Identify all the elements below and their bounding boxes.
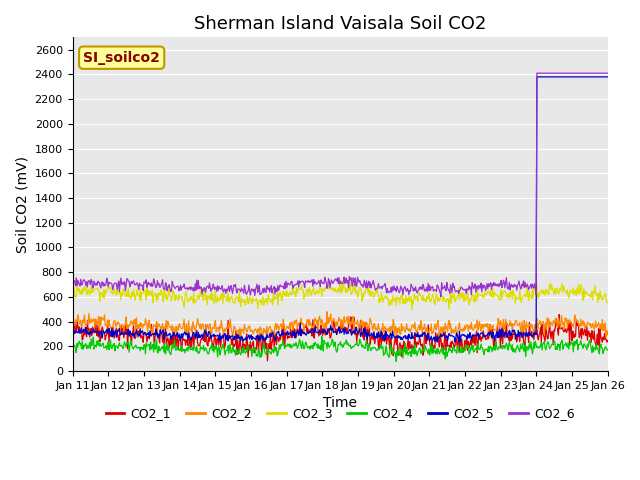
CO2_6 — [133, 280, 141, 286]
CO2_5 — [188, 336, 195, 341]
X-axis label: Time: Time — [323, 396, 357, 410]
CO2_5 — [68, 328, 76, 334]
CO2_3 — [78, 285, 86, 291]
CO2_4 — [318, 334, 326, 339]
CO2_6 — [78, 282, 86, 288]
CO2_3 — [188, 294, 195, 300]
CO2_3 — [408, 307, 416, 312]
CO2_5 — [216, 331, 224, 336]
CO2_1 — [78, 337, 86, 343]
CO2_6 — [533, 70, 541, 76]
CO2_5 — [78, 329, 86, 335]
CO2_1 — [68, 326, 76, 332]
CO2_2 — [68, 320, 76, 325]
CO2_4 — [68, 342, 76, 348]
CO2_2 — [422, 329, 430, 335]
CO2_5 — [533, 74, 541, 80]
CO2_2 — [188, 324, 195, 329]
CO2_1 — [188, 344, 195, 350]
Line: CO2_4: CO2_4 — [72, 336, 607, 361]
Y-axis label: Soil CO2 (mV): Soil CO2 (mV) — [15, 156, 29, 253]
CO2_6 — [420, 288, 428, 294]
CO2_2 — [604, 332, 611, 337]
CO2_4 — [133, 346, 141, 351]
CO2_2 — [78, 322, 86, 328]
CO2_1 — [556, 312, 563, 317]
CO2_6 — [437, 294, 445, 300]
CO2_4 — [604, 347, 611, 353]
CO2_4 — [188, 347, 195, 352]
CO2_3 — [216, 297, 224, 303]
Text: SI_soilco2: SI_soilco2 — [83, 51, 160, 65]
CO2_1 — [421, 330, 429, 336]
CO2_1 — [604, 337, 611, 343]
CO2_2 — [237, 335, 244, 341]
CO2_6 — [188, 284, 195, 290]
CO2_5 — [604, 74, 611, 80]
CO2_5 — [451, 339, 459, 345]
CO2_6 — [405, 292, 413, 298]
CO2_2 — [216, 324, 224, 329]
Legend: CO2_1, CO2_2, CO2_3, CO2_4, CO2_5, CO2_6: CO2_1, CO2_2, CO2_3, CO2_4, CO2_5, CO2_6 — [100, 402, 579, 425]
CO2_3 — [406, 299, 413, 304]
CO2_2 — [323, 309, 331, 314]
CO2_5 — [133, 331, 141, 337]
CO2_5 — [420, 329, 428, 335]
CO2_4 — [392, 359, 400, 364]
CO2_5 — [405, 331, 413, 337]
Line: CO2_5: CO2_5 — [72, 77, 607, 342]
CO2_1 — [216, 337, 224, 343]
Line: CO2_3: CO2_3 — [72, 280, 607, 310]
CO2_3 — [338, 277, 346, 283]
Line: CO2_1: CO2_1 — [72, 314, 607, 361]
CO2_3 — [133, 286, 141, 292]
CO2_4 — [78, 338, 86, 344]
CO2_4 — [216, 352, 224, 358]
CO2_2 — [406, 329, 414, 335]
CO2_6 — [216, 286, 224, 291]
CO2_2 — [133, 324, 141, 330]
CO2_6 — [68, 283, 76, 288]
Title: Sherman Island Vaisala Soil CO2: Sherman Island Vaisala Soil CO2 — [194, 15, 486, 33]
CO2_1 — [133, 329, 141, 335]
CO2_3 — [422, 299, 430, 305]
CO2_6 — [604, 70, 611, 76]
CO2_4 — [422, 345, 430, 351]
CO2_1 — [406, 339, 413, 345]
CO2_3 — [604, 300, 611, 306]
CO2_3 — [68, 292, 76, 298]
Line: CO2_6: CO2_6 — [72, 73, 607, 297]
CO2_4 — [406, 348, 414, 354]
CO2_1 — [264, 358, 271, 364]
Line: CO2_2: CO2_2 — [72, 312, 607, 338]
